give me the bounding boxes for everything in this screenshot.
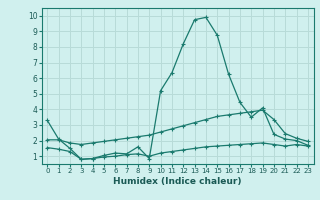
X-axis label: Humidex (Indice chaleur): Humidex (Indice chaleur) — [113, 177, 242, 186]
